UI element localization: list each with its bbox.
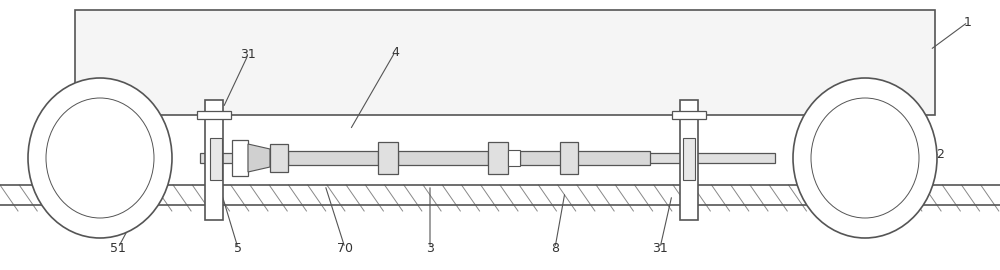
Bar xyxy=(378,142,398,174)
Text: 4: 4 xyxy=(391,46,399,59)
Bar xyxy=(197,111,231,119)
Bar xyxy=(200,153,775,163)
Ellipse shape xyxy=(46,98,154,218)
Bar xyxy=(488,142,508,174)
Bar xyxy=(232,140,248,176)
Text: 1: 1 xyxy=(964,15,972,29)
Bar xyxy=(210,138,222,180)
Bar xyxy=(672,111,706,119)
Bar xyxy=(398,151,488,165)
Ellipse shape xyxy=(793,78,937,238)
Bar xyxy=(75,10,935,115)
Text: 5: 5 xyxy=(234,241,242,255)
Text: 70: 70 xyxy=(337,241,353,255)
Bar xyxy=(560,142,578,174)
Bar xyxy=(680,100,698,220)
Text: 2: 2 xyxy=(936,148,944,161)
Bar xyxy=(683,138,695,180)
Bar xyxy=(288,151,378,165)
Bar xyxy=(270,144,288,172)
Text: 31: 31 xyxy=(240,49,256,62)
Bar xyxy=(520,151,650,165)
Bar xyxy=(205,100,223,220)
Polygon shape xyxy=(248,144,270,172)
Ellipse shape xyxy=(811,98,919,218)
Bar xyxy=(508,150,520,166)
Text: 31: 31 xyxy=(652,241,668,255)
Ellipse shape xyxy=(28,78,172,238)
Text: 8: 8 xyxy=(551,241,559,255)
Text: 51: 51 xyxy=(110,241,126,255)
Text: 3: 3 xyxy=(426,241,434,255)
